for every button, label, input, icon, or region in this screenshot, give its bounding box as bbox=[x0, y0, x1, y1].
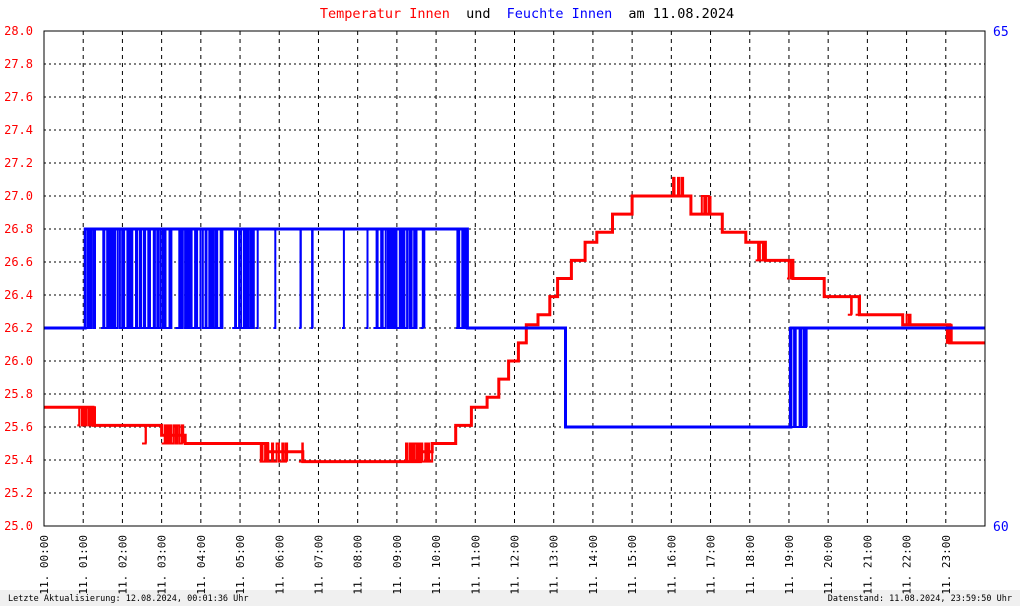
x-tick-label: 11. 00:00 bbox=[38, 535, 51, 595]
title-temperature-label: Temperatur Innen bbox=[320, 6, 450, 22]
temperature-fluctuation bbox=[142, 424, 147, 445]
title-date: am 11.08.2024 bbox=[628, 6, 734, 22]
humidity-fluctuation bbox=[255, 229, 259, 329]
y-left-tick-label: 26.8 bbox=[4, 222, 33, 236]
x-tick-label: 11. 08:00 bbox=[352, 535, 365, 595]
y-left-tick-label: 25.0 bbox=[4, 519, 33, 533]
y-left-tick-label: 26.4 bbox=[4, 288, 33, 302]
y-left-tick-label: 27.2 bbox=[4, 156, 33, 170]
x-tick-label: 11. 07:00 bbox=[312, 535, 325, 595]
temperature-fluctuation bbox=[755, 241, 765, 262]
y-left-tick-label: 25.4 bbox=[4, 453, 33, 467]
temperature-fluctuation bbox=[671, 176, 685, 197]
x-tick-label: 11. 05:00 bbox=[234, 535, 247, 595]
footer-last-update: Letzte Aktualisierung: 12.08.2024, 00:01… bbox=[8, 594, 249, 604]
humidity-fluctuation bbox=[342, 229, 345, 329]
y-left-tick-label: 27.6 bbox=[4, 90, 33, 104]
x-tick-label: 11. 21:00 bbox=[861, 535, 874, 595]
axes: 25.0 25.2 25.4 25.6 25.8 26.0 26.2 26.4 26.6 26.8… bbox=[4, 24, 1009, 595]
x-tick-label: 11. 19:00 bbox=[783, 535, 796, 595]
y-left-tick-label: 26.6 bbox=[4, 255, 33, 269]
x-tick-label: 11. 20:00 bbox=[822, 535, 835, 595]
humidity-fluctuation bbox=[175, 228, 224, 329]
temperature-fluctuation bbox=[904, 313, 912, 326]
x-tick-label: 11. 14:00 bbox=[587, 535, 600, 595]
y-right-tick-label: 60 bbox=[993, 520, 1009, 535]
footer-data-status: Datenstand: 11.08.2024, 23:59:50 Uhr bbox=[828, 594, 1012, 604]
humidity-fluctuation bbox=[85, 228, 96, 329]
y-left-tick-label: 28.0 bbox=[4, 24, 33, 38]
y-left-tick-label: 27.0 bbox=[4, 189, 33, 203]
x-tick-label: 11. 11:00 bbox=[469, 535, 482, 595]
y-left-tick-label: 27.4 bbox=[4, 123, 33, 137]
humidity-fluctuation bbox=[100, 228, 173, 329]
x-tick-label: 11. 15:00 bbox=[626, 535, 639, 595]
temperature-fluctuation bbox=[161, 424, 185, 445]
temperature-fluctuation bbox=[855, 295, 861, 316]
x-tick-label: 11. 23:00 bbox=[940, 535, 953, 595]
series-layer bbox=[44, 176, 985, 464]
y-left-tick-label: 27.8 bbox=[4, 57, 33, 71]
y-left-tick-label: 25.2 bbox=[4, 486, 33, 500]
temperature-fluctuation bbox=[77, 406, 96, 427]
temperature-fluctuation bbox=[847, 295, 853, 316]
x-tick-label: 11. 01:00 bbox=[77, 535, 90, 595]
humidity-fluctuation bbox=[787, 327, 808, 428]
temperature-line bbox=[44, 194, 985, 464]
x-tick-label: 11. 17:00 bbox=[705, 535, 718, 595]
x-tick-label: 11. 13:00 bbox=[548, 535, 561, 595]
y-left-tick-label: 25.6 bbox=[4, 420, 33, 434]
humidity-fluctuation bbox=[232, 228, 255, 329]
plot-frame bbox=[43, 30, 986, 527]
humidity-fluctuation bbox=[273, 229, 277, 329]
title-humidity-label: Feuchte Innen bbox=[507, 6, 613, 22]
temperature-fluctuation bbox=[259, 442, 289, 463]
humidity-fluctuation bbox=[365, 229, 369, 329]
footer-band bbox=[0, 590, 1020, 606]
temperature-fluctuation bbox=[298, 442, 304, 463]
x-tick-label: 11. 02:00 bbox=[116, 535, 129, 595]
x-tick-label: 11. 09:00 bbox=[391, 535, 404, 595]
x-tick-label: 11. 12:00 bbox=[509, 535, 522, 595]
humidity-fluctuation bbox=[420, 228, 426, 329]
x-tick-label: 11. 16:00 bbox=[665, 535, 678, 595]
temperature-fluctuation bbox=[404, 442, 434, 463]
x-tick-label: 11. 10:00 bbox=[430, 535, 443, 595]
x-tick-label: 11. 04:00 bbox=[195, 535, 208, 595]
temperature-fluctuation bbox=[787, 259, 794, 280]
x-tick-label: 11. 06:00 bbox=[273, 535, 286, 595]
chart-title: Temperatur Innen und Feuchte Innen am 11… bbox=[320, 6, 734, 22]
humidity-fluctuation bbox=[310, 228, 314, 329]
y-right-tick-label: 65 bbox=[993, 25, 1009, 40]
y-left-tick-label: 26.2 bbox=[4, 321, 33, 335]
temperature-fluctuation bbox=[700, 195, 712, 216]
x-tick-label: 11. 18:00 bbox=[744, 535, 757, 595]
x-tick-label: 11. 03:00 bbox=[156, 535, 169, 595]
title-connector: und bbox=[466, 6, 490, 22]
humidity-fluctuation bbox=[373, 228, 418, 329]
humidity-fluctuation bbox=[455, 228, 469, 329]
y-left-tick-label: 26.0 bbox=[4, 354, 33, 368]
y-left-tick-label: 25.8 bbox=[4, 387, 33, 401]
humidity-fluctuation bbox=[298, 228, 302, 329]
x-tick-label: 11. 22:00 bbox=[901, 535, 914, 595]
